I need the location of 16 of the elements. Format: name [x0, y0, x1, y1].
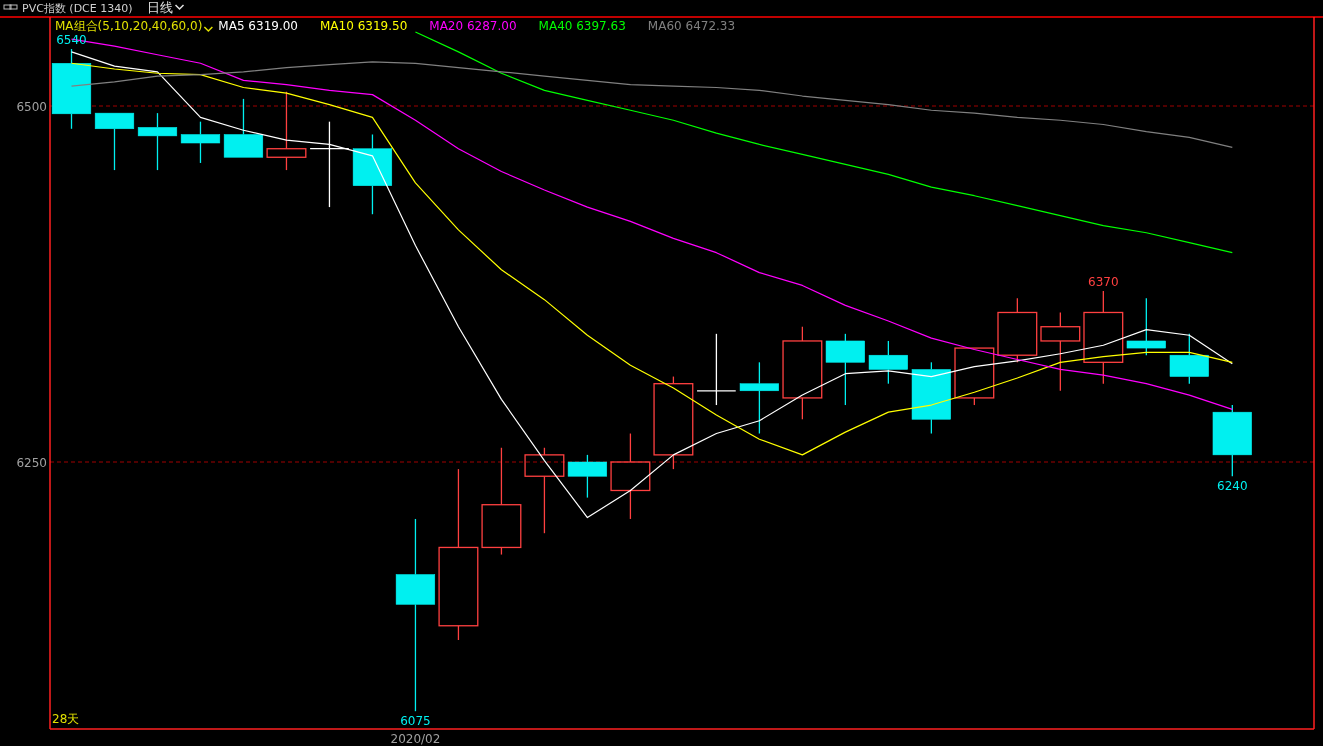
text: MA20 6287.00	[429, 19, 517, 33]
annotation: 6370	[1088, 275, 1119, 290]
text: MA60 6472.33	[647, 19, 736, 33]
text: MA40 6397.63	[538, 19, 626, 33]
annotation: 6075	[400, 714, 431, 729]
annotation: 28天	[52, 712, 80, 726]
text: MA5 6319.00	[218, 19, 298, 33]
chart-subtitle: 日线	[146, 0, 173, 15]
text: MA10 6319.50	[320, 19, 408, 33]
y-tick-label: 6250	[16, 456, 47, 470]
chart-title: PVC指数 (DCE 1340)	[22, 2, 133, 15]
x-tick-label: 2020/02	[390, 732, 441, 746]
y-tick-label: 6500	[16, 100, 47, 114]
annotation: 6240	[1217, 479, 1248, 494]
legend-title: MA组合(5,10,20,40,60,0)	[55, 19, 203, 33]
annotation: 6540	[56, 33, 87, 48]
